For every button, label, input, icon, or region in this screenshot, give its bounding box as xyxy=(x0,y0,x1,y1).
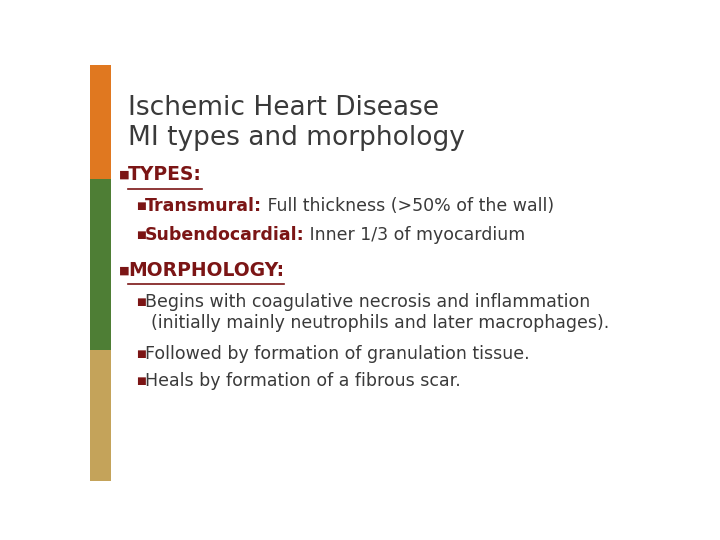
Text: Heals by formation of a fibrous scar.: Heals by formation of a fibrous scar. xyxy=(145,372,460,390)
Text: ■: ■ xyxy=(119,266,130,275)
Text: Ischemic Heart Disease: Ischemic Heart Disease xyxy=(128,96,439,122)
Text: Subendocardial:: Subendocardial: xyxy=(145,226,305,244)
Text: TYPES:: TYPES: xyxy=(128,165,202,185)
Text: Begins with coagulative necrosis and inflammation: Begins with coagulative necrosis and inf… xyxy=(145,293,590,311)
Text: ■: ■ xyxy=(136,297,145,307)
Text: Inner 1/3 of myocardium: Inner 1/3 of myocardium xyxy=(305,226,526,244)
Text: ■: ■ xyxy=(136,230,145,240)
Bar xyxy=(90,349,111,481)
Text: ■: ■ xyxy=(136,201,145,211)
Text: MI types and morphology: MI types and morphology xyxy=(128,125,465,151)
Text: Full thickness (>50% of the wall): Full thickness (>50% of the wall) xyxy=(262,197,554,215)
Bar xyxy=(90,65,111,179)
Text: ■: ■ xyxy=(119,170,130,180)
Bar xyxy=(90,179,111,349)
Text: ■: ■ xyxy=(136,376,145,386)
Text: ■: ■ xyxy=(136,349,145,359)
Text: MORPHOLOGY:: MORPHOLOGY: xyxy=(128,261,284,280)
Text: (initially mainly neutrophils and later macrophages).: (initially mainly neutrophils and later … xyxy=(150,314,609,332)
Text: Followed by formation of granulation tissue.: Followed by formation of granulation tis… xyxy=(145,345,529,363)
Text: Transmural:: Transmural: xyxy=(145,197,262,215)
